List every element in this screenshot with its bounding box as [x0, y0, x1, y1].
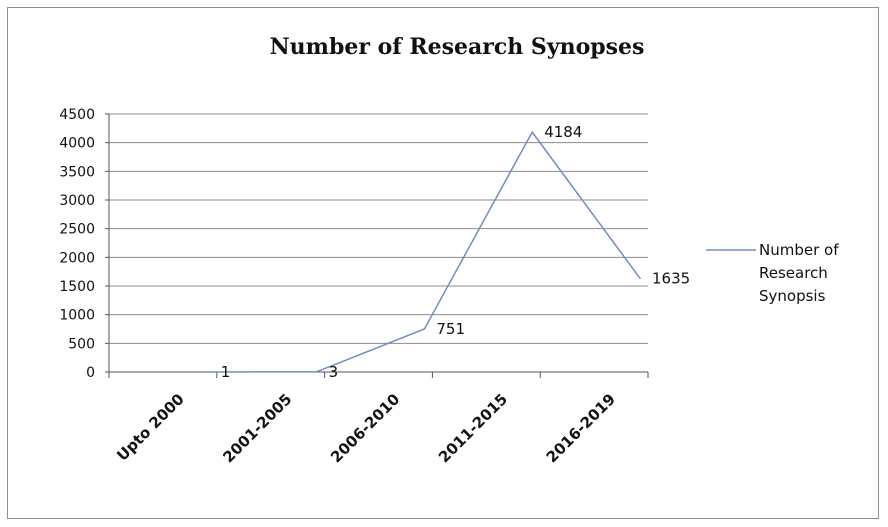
x-category-label: 2011-2015	[435, 390, 511, 466]
series-line	[208, 131, 641, 373]
x-category-label: 2006-2010	[327, 390, 403, 466]
legend-label: Research	[759, 264, 828, 282]
y-tick-label: 0	[86, 365, 95, 381]
data-point	[423, 328, 426, 330]
y-tick-label: 1500	[59, 279, 95, 295]
chart-title: Number of Research Synopses	[270, 34, 645, 60]
data-point	[531, 131, 533, 133]
x-category-label: 2001-2005	[219, 390, 295, 466]
legend-label: Synopsis	[759, 287, 826, 305]
y-tick-label: 500	[68, 336, 95, 352]
data-label: 4184	[544, 123, 582, 141]
data-label: 3	[329, 363, 339, 381]
legend-label: Number of	[759, 241, 839, 259]
data-point	[208, 371, 210, 373]
x-category-label: 2016-2019	[543, 390, 619, 466]
data-label: 751	[436, 320, 465, 338]
y-tick-label: 4000	[59, 136, 95, 152]
y-tick-label: 3000	[59, 193, 95, 209]
data-label: 1	[221, 363, 231, 381]
chart-frame	[7, 7, 879, 519]
y-tick-label: 2000	[59, 250, 95, 266]
x-category-label: Upto 2000	[113, 390, 188, 465]
y-tick-label: 1000	[59, 308, 95, 324]
y-tick-label: 3500	[59, 164, 95, 180]
y-tick-label: 4500	[59, 107, 95, 123]
data-point	[639, 277, 641, 280]
y-tick-label: 2500	[59, 222, 95, 238]
data-label: 1635	[652, 269, 690, 287]
data-point	[315, 371, 318, 373]
